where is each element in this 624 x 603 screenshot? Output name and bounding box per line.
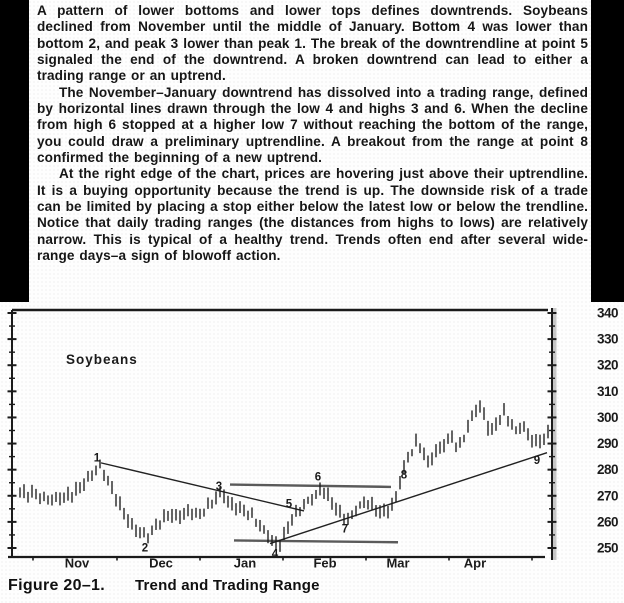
figure-caption-label: Figure 20–1. [8,577,105,594]
figure-area: 1 2 3 4 5 6 7 8 9 Nov Dec Jan Feb Mar Apr 250 260 270 280 2… [0,302,624,574]
y-axis-label-270: 270 [597,488,618,503]
y-axis-label-260: 260 [597,514,618,529]
point-label-1: 1 [94,452,101,464]
scan-edge-right [591,0,624,302]
y-axis-label-310: 310 [597,384,618,399]
text-section: A pattern of lower bottoms and lower top… [0,0,624,302]
point-label-4: 4 [272,549,279,561]
scan-edge-left [0,0,29,302]
y-axis-label-250: 250 [597,540,618,555]
x-axis-label-dec: Dec [149,556,173,571]
y-axis-label-340: 340 [597,306,618,321]
right-axis-shadow [553,308,557,560]
y-axis-label-330: 330 [597,332,618,347]
y-axis-label-320: 320 [597,358,618,373]
lower-range-line [233,539,399,544]
figure-caption: Figure 20–1. Trend and Trading Range [0,574,624,603]
point-label-2: 2 [142,543,148,555]
x-axis-label-feb: Feb [313,556,336,571]
paragraph-2: The November–January downtrend has disso… [37,84,588,166]
point-label-3: 3 [216,481,222,493]
y-axis-label-290: 290 [597,436,618,451]
point-label-9: 9 [534,455,540,467]
point-label-5: 5 [286,498,293,510]
paragraph-3: At the right edge of the chart, prices a… [37,166,588,264]
upper-range-line [229,483,392,489]
point-label-7: 7 [342,523,348,535]
y-axis-label-300: 300 [597,410,618,425]
point-label-6: 6 [315,472,321,484]
y-axis-label-280: 280 [597,462,618,477]
chart-title: Soybeans [66,352,138,367]
figure-caption-title: Trend and Trading Range [134,577,320,594]
paragraph-1: A pattern of lower bottoms and lower top… [37,3,588,84]
x-axis-label-mar: Mar [386,556,409,571]
body-text: A pattern of lower bottoms and lower top… [37,3,588,265]
downtrendline [100,462,305,512]
uptrendline [269,452,548,545]
x-axis-label-nov: Nov [65,556,90,571]
point-label-8: 8 [401,470,408,482]
soybeans-price-chart: 1 2 3 4 5 6 7 8 9 Nov Dec Jan Feb Mar Apr 250 260 270 280 2… [7,306,619,571]
x-axis-label-jan: Jan [234,556,256,571]
x-axis-label-apr: Apr [464,556,486,571]
